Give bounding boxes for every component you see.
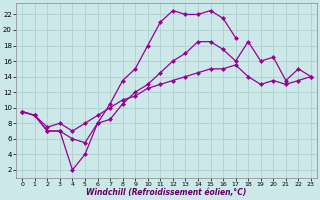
X-axis label: Windchill (Refroidissement éolien,°C): Windchill (Refroidissement éolien,°C) (86, 188, 247, 197)
